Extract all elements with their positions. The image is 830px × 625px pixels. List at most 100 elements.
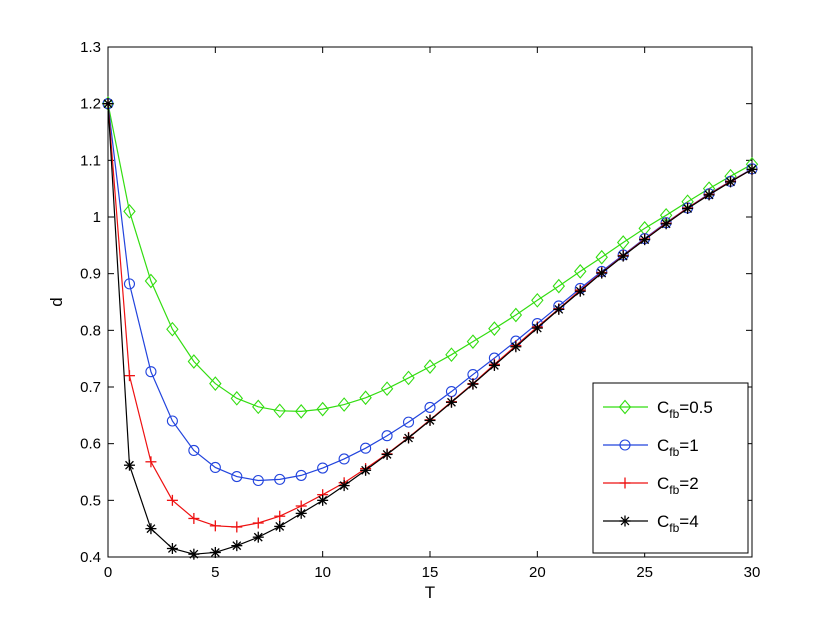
data-point [274, 520, 286, 532]
data-point [380, 381, 394, 397]
legend-marker [619, 439, 631, 451]
series-1 [101, 96, 759, 419]
data-point [252, 474, 264, 487]
y-tick-label: 0.5 [80, 492, 101, 509]
data-point [660, 218, 672, 230]
legend-marker [619, 477, 631, 489]
axis-ticks: 0 5 10 15 20 25 30 0.4 0.5 0.6 0.7 0.8 0.9 1 1.1 1.2 1.3 [80, 39, 760, 581]
data-point [166, 321, 179, 337]
data-point [231, 540, 243, 552]
data-point [166, 543, 178, 554]
x-tick-label: 0 [104, 564, 112, 581]
data-point [317, 462, 329, 474]
data-point [145, 366, 157, 378]
data-point [274, 510, 286, 522]
data-point [703, 189, 715, 201]
data-point [188, 512, 200, 524]
data-point [595, 249, 608, 265]
data-point [231, 521, 243, 533]
data-point [187, 354, 201, 369]
x-tick-label: 20 [529, 564, 546, 581]
data-point [144, 273, 158, 289]
x-tick-label: 30 [744, 564, 761, 581]
data-point [617, 250, 629, 262]
series-4 [102, 98, 758, 560]
legend-label: Cfb=4 [657, 512, 699, 535]
data-point [531, 322, 543, 334]
data-point [746, 163, 758, 175]
data-point [616, 235, 630, 250]
data-point [337, 397, 351, 412]
data-point [424, 414, 436, 426]
data-point [209, 376, 222, 391]
data-point [574, 285, 586, 297]
data-point [360, 442, 372, 454]
data-point [574, 264, 587, 279]
y-tick-label: 1.3 [80, 39, 101, 56]
data-point [230, 390, 244, 406]
data-point [295, 507, 307, 519]
data-point [295, 469, 307, 481]
data-point [316, 401, 329, 417]
data-point [445, 396, 457, 408]
data-point [252, 531, 264, 543]
data-point [209, 461, 221, 474]
data-point [510, 341, 522, 353]
y-tick-label: 0.6 [80, 436, 101, 453]
data-point [445, 347, 458, 363]
y-tick-label: 0.7 [80, 379, 101, 396]
data-point [123, 459, 135, 471]
data-point [252, 517, 264, 529]
x-axis-label: T [425, 583, 435, 602]
y-tick-label: 1.2 [80, 96, 101, 113]
data-point [509, 307, 523, 323]
legend-box [592, 382, 749, 554]
x-tick-label: 25 [636, 564, 653, 581]
series-line [107, 103, 753, 412]
data-point [488, 359, 500, 371]
x-tick-label: 5 [211, 564, 219, 581]
data-point [166, 494, 178, 506]
data-point [596, 267, 608, 279]
data-point [403, 432, 415, 444]
data-point [123, 370, 135, 382]
data-point [466, 334, 480, 350]
data-point [639, 234, 651, 246]
data-point [294, 404, 308, 419]
series-layer [101, 96, 759, 560]
data-point [338, 453, 350, 465]
data-point [467, 378, 479, 390]
legend-label: Cfb=1 [657, 436, 699, 459]
data-point [531, 292, 544, 308]
data-point [145, 456, 157, 468]
data-point [231, 470, 243, 483]
data-point [338, 480, 350, 492]
data-point [188, 548, 200, 560]
legend-entry-4: Cfb=4 [603, 512, 699, 535]
x-tick-label: 10 [314, 564, 331, 581]
legend: Cfb=0.5 Cfb=1 Cfb=2 Cfb=4 [592, 382, 749, 554]
x-tick-label: 15 [422, 564, 439, 581]
legend-entry-1: Cfb=0.5 [603, 398, 713, 421]
y-tick-label: 0.8 [80, 322, 101, 339]
data-point [252, 399, 265, 415]
data-point [423, 359, 437, 374]
data-point [188, 444, 200, 457]
y-tick-label: 1 [93, 209, 101, 226]
data-point [166, 415, 178, 427]
data-point [102, 98, 114, 110]
data-point [402, 370, 415, 386]
legend-marker [618, 399, 632, 415]
data-point [381, 448, 393, 460]
data-point [725, 176, 737, 188]
y-tick-label: 0.9 [80, 266, 101, 283]
data-point [552, 278, 566, 294]
legend-entry-3: Cfb=2 [603, 474, 699, 497]
data-point [488, 321, 501, 336]
legend-entry-2: Cfb=1 [603, 436, 699, 459]
data-point [209, 520, 221, 532]
data-point [317, 494, 329, 506]
data-point [209, 546, 221, 558]
legend-label: Cfb=0.5 [657, 398, 713, 421]
